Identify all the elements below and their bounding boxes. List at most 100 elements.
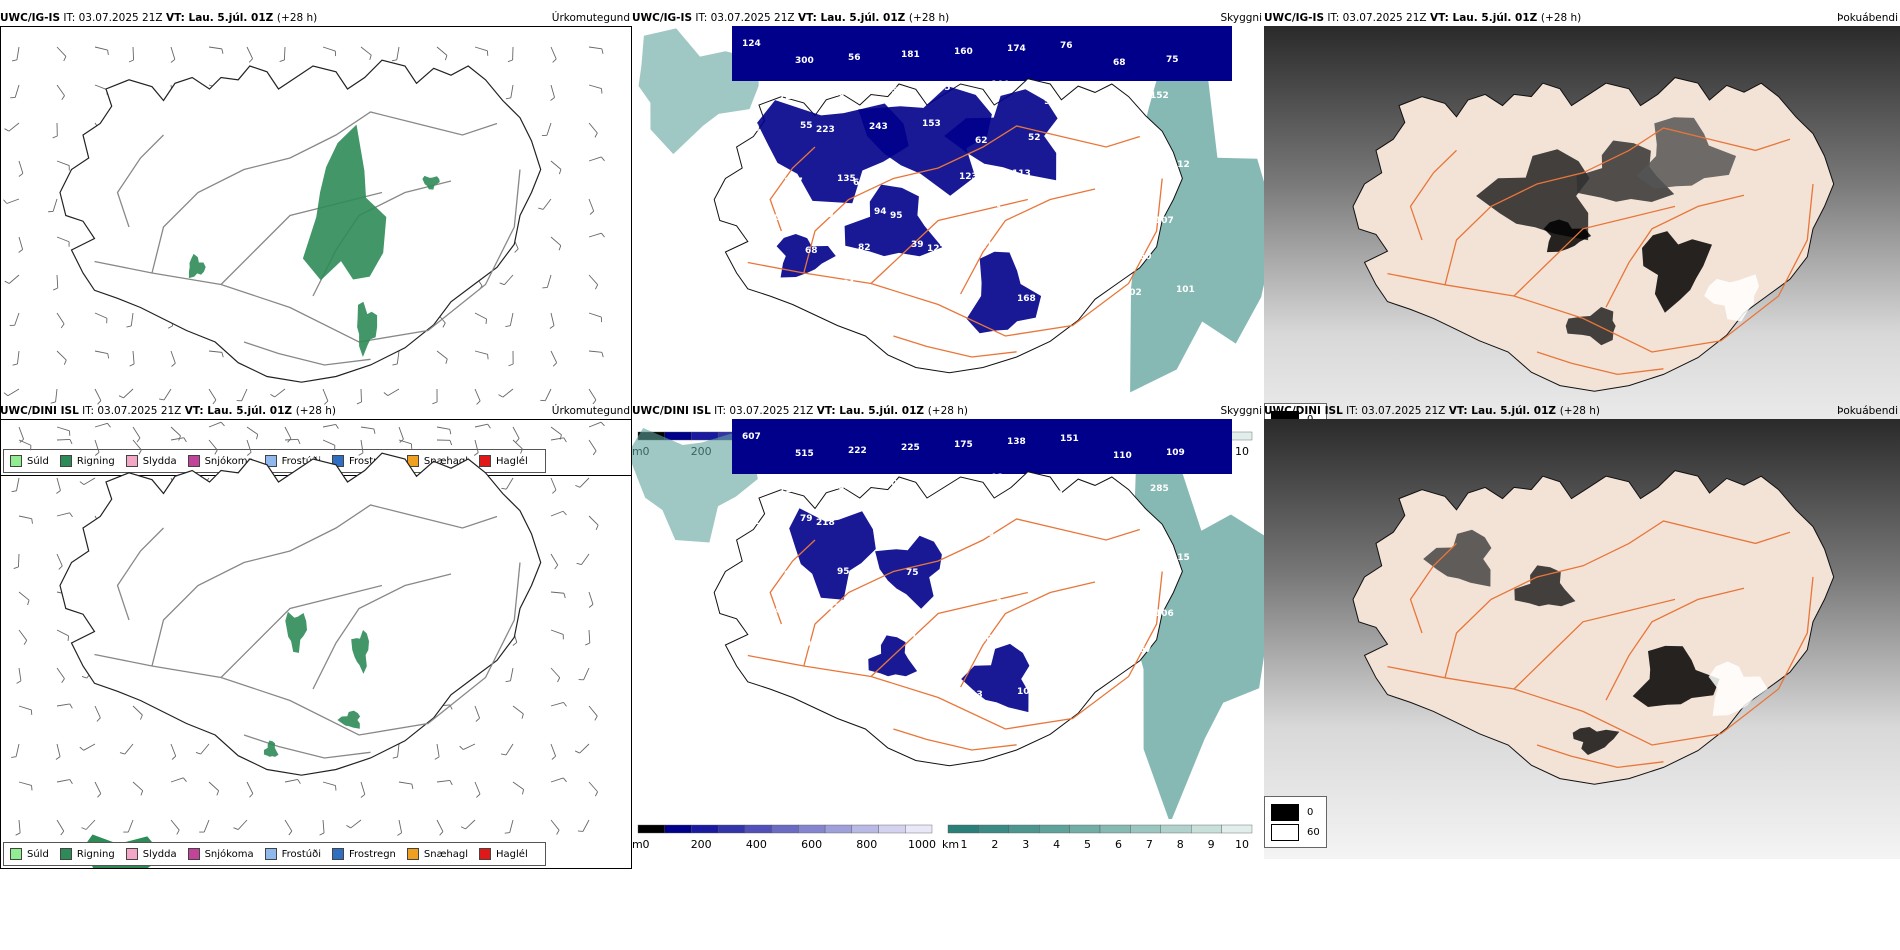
- fog-area: [1423, 529, 1492, 587]
- wind-barb: [170, 743, 177, 760]
- cloud-base-value: 515: [795, 449, 814, 459]
- colorbar-segment: [947, 824, 979, 834]
- precip-map: [0, 419, 632, 869]
- wind-barb: [550, 84, 555, 101]
- legend-label: Snjókoma: [204, 848, 254, 860]
- cloud-base-value: 76: [1060, 41, 1073, 51]
- cloud-base-value: 115: [1171, 553, 1190, 563]
- road-line: [747, 178, 1163, 337]
- wind-barb: [432, 388, 438, 405]
- legend-swatch: [59, 455, 72, 467]
- cloud-base-value: 55: [800, 121, 813, 131]
- colorbar-segment: [1038, 824, 1070, 834]
- iceland-coastline: [59, 59, 542, 383]
- road-line: [1444, 520, 1791, 678]
- cloud-base-value: 72: [1123, 681, 1136, 691]
- legend-item: Snæhagl: [406, 455, 469, 467]
- cloud-base-value: 93: [805, 639, 818, 649]
- cloud-base-value: 75: [906, 568, 919, 578]
- cloud-base-value: 108: [885, 479, 904, 489]
- vt-value: Lau. 5.júl. 01Z: [1452, 12, 1541, 24]
- legend-swatch: [59, 848, 72, 860]
- legend-swatch: [406, 455, 419, 467]
- wind-barb: [94, 439, 100, 456]
- cloud-base-value: 64: [752, 249, 765, 259]
- cloud-base-value: 100: [832, 89, 851, 99]
- wind-barb: [538, 198, 552, 210]
- wind-barb: [550, 777, 567, 783]
- cloud-base-value: 79: [800, 514, 813, 524]
- panel-title: UWC/IG-IS IT: 03.07.2025 21Z VT: Lau. 5.…: [632, 10, 1264, 26]
- wind-barb: [360, 46, 372, 60]
- cloud-base-value: 141: [996, 205, 1015, 215]
- cloud-base-value: 276: [869, 515, 888, 525]
- colorbar-tick: 10: [1235, 838, 1249, 851]
- legend-swatch: [264, 848, 277, 860]
- legend-label: Slydda: [142, 455, 177, 467]
- precip-type-legend: Súld Rigning Slydda Snjókoma Frostúði Frostre…: [3, 842, 546, 866]
- legend-item: Súld: [10, 848, 49, 860]
- colorbar-segment: [1069, 824, 1101, 834]
- colorbar-tick: 200: [691, 838, 712, 851]
- legend-swatch: [332, 848, 344, 860]
- wind-barb: [132, 781, 144, 796]
- cloud-base-value: 84: [768, 606, 781, 616]
- wind-barb: [11, 743, 20, 758]
- low-cloud-area: [858, 86, 992, 196]
- lead-time: (+28 h): [1540, 12, 1582, 24]
- vt-label: VT:: [184, 405, 208, 417]
- wind-barb: [18, 629, 28, 645]
- fog-area: [1572, 727, 1620, 755]
- wind-barb: [56, 438, 73, 445]
- road-line: [960, 188, 1096, 295]
- wind-barb: [360, 781, 366, 798]
- fog-area: [1576, 140, 1675, 202]
- legend-swatch: [125, 848, 138, 860]
- wind-barb: [346, 819, 362, 829]
- legend-label: Slydda: [142, 848, 177, 860]
- road-line: [1536, 351, 1664, 376]
- road-line: [1513, 598, 1676, 690]
- panel-title: UWC/DINI ISL IT: 03.07.2025 21Z VT: Lau.…: [632, 403, 1264, 419]
- road-line: [1387, 576, 1814, 746]
- cloud-map: 124 300 56 181 160 174 76 68 75 72 100 253 65 100 98 10…: [632, 26, 1264, 426]
- wind-barb: [9, 312, 20, 326]
- wind-barb: [576, 553, 590, 566]
- wind-barb: [397, 819, 403, 836]
- wind-barb: [129, 350, 135, 367]
- low-cloud-area: [789, 508, 876, 600]
- wind-barb: [574, 743, 590, 754]
- rain-area: [263, 740, 279, 757]
- wind-barb: [588, 46, 604, 54]
- wind-barb: [18, 439, 32, 451]
- wind-barb: [474, 312, 487, 324]
- colorbar-tick: 1: [961, 838, 968, 851]
- legend-label: Snæhagl: [423, 455, 469, 467]
- cloud-base-value: 107: [980, 634, 999, 644]
- wind-barb: [56, 553, 63, 570]
- cloud-base-value: 110: [1113, 451, 1132, 461]
- cloud-base-value: 87: [890, 604, 903, 614]
- wind-barb: [507, 46, 514, 63]
- fog-area: [1636, 117, 1737, 189]
- wind-barb: [132, 426, 141, 443]
- wind-barb: [284, 426, 292, 443]
- cloud-base-value: 97: [1134, 520, 1147, 530]
- panel-title: UWC/IG-IS IT: 03.07.2025 21Z VT: Lau. 5.…: [1264, 10, 1900, 26]
- colorbar-tick: 7: [1146, 838, 1153, 851]
- cloud-base-value: 183: [1070, 684, 1089, 694]
- road-line: [220, 584, 383, 678]
- wind-barb: [12, 350, 20, 366]
- colorbar-segment: [1190, 824, 1222, 834]
- wind-barb: [585, 629, 591, 646]
- wind-barb: [11, 46, 20, 62]
- panel-type-label: Skyggni: [1220, 12, 1263, 24]
- wind-barb: [159, 388, 172, 401]
- cloud-base-value: 65: [938, 83, 951, 93]
- road-line: [769, 539, 816, 625]
- fog-area: [1565, 307, 1616, 346]
- cloud-base-value: 153: [922, 119, 941, 129]
- cloud-base-value: 138: [1007, 437, 1026, 447]
- cloud-base-value: 285: [1150, 484, 1169, 494]
